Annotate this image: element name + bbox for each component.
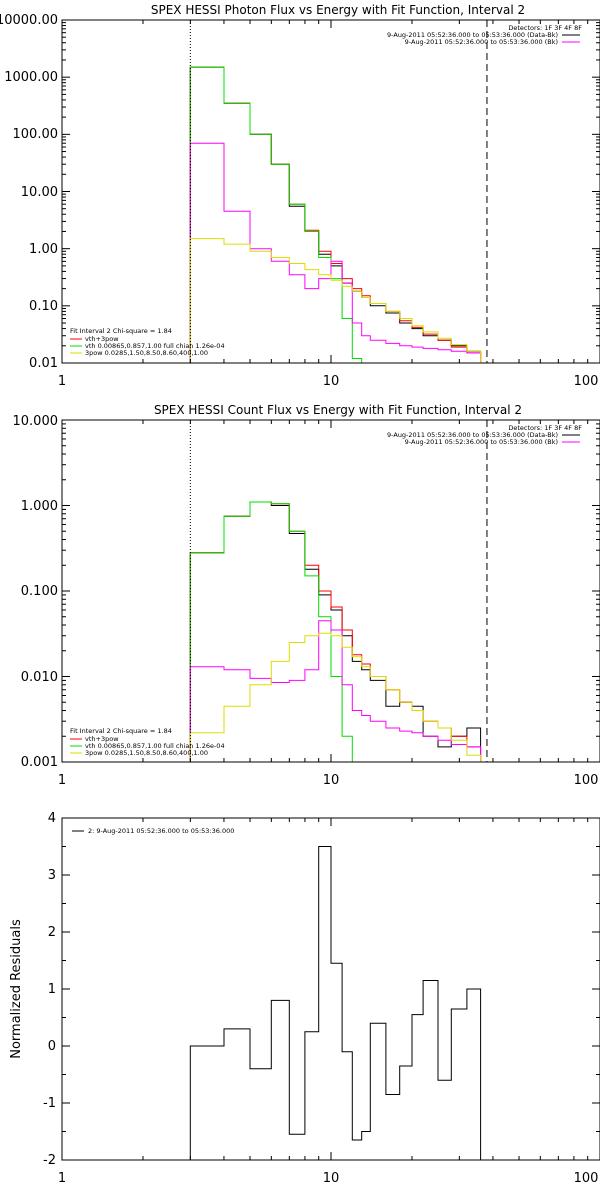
series-line-2 [189,501,481,762]
panel3-y-tick-label: 3 [48,868,56,883]
panel1-x-tick-labels: 1 10 100 [58,374,599,389]
series-line-0 [189,846,482,1160]
panel1-legend-bottom-left: Fit Interval 2 Chi-square = 1.84 vth+3po… [70,327,225,357]
panel3-y-ticks [62,817,600,1161]
panel1-x-tick-label: 1 [58,374,66,389]
legend-entry: 2: 9-Aug-2011 05:52:36.000 to 05:53:36.0… [88,827,234,835]
panel2-x-tick-label: 100 [574,773,599,788]
panel1-x-tick-label: 10 [323,374,340,389]
panel3-x-ticks [61,818,600,1160]
panel3-y-tick-label: 1 [48,982,56,997]
panel3-x-tick-label: 100 [574,1171,599,1186]
panel2-x-tick-labels: 1 10 100 [58,773,599,788]
legend-entry: vth+3pow [85,335,119,343]
panel1-x-ticks [61,20,600,363]
legend-entry: 9-Aug-2011 05:52:36.000 to 05:53:36.000 … [405,38,558,46]
panel1-title: SPEX HESSI Photon Flux vs Energy with Fi… [151,3,525,17]
panel2-series [189,501,482,762]
photon-flux-panel: SPEX HESSI Photon Flux vs Energy with Fi… [0,3,600,389]
legend-header: Detectors: 1F 3F 4F 8F [508,24,582,32]
panel3-legend: 2: 9-Aug-2011 05:52:36.000 to 05:53:36.0… [72,827,234,835]
panel2-x-ticks [61,420,600,762]
legend-entry: vth 0.00865,0.857,1.00 full chian 1.26e-… [85,342,225,350]
panel2-x-tick-label: 10 [323,773,340,788]
panel1-vlines [189,20,488,363]
panel2-vlines [189,420,488,762]
panel1-y-tick-label: 1.00 [29,242,58,257]
panel2-y-ticks [62,419,600,763]
panel2-legend-top-right: Detectors: 1F 3F 4F 8F 9-Aug-2011 05:52:… [387,424,582,446]
panel1-series [189,66,482,363]
panel2-y-tick-label: 1.000 [21,499,58,514]
panel3-x-tick-labels: 1 10 100 [58,1171,599,1186]
panel1-axes [61,19,600,364]
panel3-y-tick-label: 4 [48,811,56,826]
panel1-legend-top-right: Detectors: 1F 3F 4F 8F 9-Aug-2011 05:52:… [387,24,582,46]
series-line-4 [189,632,482,762]
series-line-3 [189,620,482,762]
panel1-y-tick-label: 10.00 [21,185,58,200]
series-line-1 [189,66,482,363]
panel1-y-ticks [62,19,600,364]
panel2-x-tick-label: 1 [58,773,66,788]
panel2-y-tick-label: 0.010 [21,670,58,685]
panel3-y-tick-label: -2 [43,1153,56,1168]
legend-header: Detectors: 1F 3F 4F 8F [508,424,582,432]
legend-entry: 3pow 0.0285,1.50,8.50,8.60,400,1.00 [85,749,208,757]
panel2-y-tick-label: 10.000 [13,414,59,429]
series-line-0 [189,501,482,762]
panel1-x-tick-label: 100 [574,374,599,389]
legend-entry: 9-Aug-2011 05:52:36.000 to 05:53:36.000 … [387,31,558,39]
legend-entry: vth 0.00865,0.857,1.00 full chian 1.26e-… [85,742,225,750]
panel3-y-axis-label: Normalized Residuals [9,919,24,1059]
panel2-legend-bottom-left: Fit Interval 2 Chi-square = 1.84 vth+3po… [70,727,225,757]
series-line-3 [189,142,482,363]
panel2-y-tick-labels: 0.001 0.010 0.100 1.000 10.000 [13,414,59,770]
panel1-y-tick-labels: 0.01 0.10 1.00 10.00 100.00 1000.00 1000… [0,13,58,371]
legend-header: Fit Interval 2 Chi-square = 1.84 [70,327,172,335]
panel2-title: SPEX HESSI Count Flux vs Energy with Fit… [154,403,522,417]
series-line-1 [189,501,482,762]
series-line-0 [189,66,482,363]
panel2-y-tick-label: 0.100 [21,584,58,599]
legend-entry: 3pow 0.0285,1.50,8.50,8.60,400,1.00 [85,349,208,357]
legend-header: Fit Interval 2 Chi-square = 1.84 [70,727,172,735]
legend-entry: 9-Aug-2011 05:52:36.000 to 05:53:36.000 … [387,431,558,439]
count-flux-panel: SPEX HESSI Count Flux vs Energy with Fit… [13,403,600,788]
panel3-series [189,846,482,1160]
panel1-y-tick-label: 1000.00 [4,70,58,85]
panel1-y-tick-label: 0.10 [29,299,58,314]
panel3-y-tick-label: 0 [48,1039,56,1054]
legend-entry: 9-Aug-2011 05:52:36.000 to 05:53:36.000 … [405,438,558,446]
panel1-y-tick-label: 10000.00 [0,13,58,28]
panel2-y-tick-label: 0.001 [21,755,58,770]
panel3-x-tick-label: 10 [323,1171,340,1186]
panel3-y-tick-label: 2 [48,925,56,940]
panel3-x-tick-label: 1 [58,1171,66,1186]
panel1-y-tick-label: 100.00 [13,127,59,142]
residuals-panel: 1 10 100 -2 -1 0 1 2 3 4 Normalized Resi… [9,811,600,1186]
panel3-y-tick-labels: -2 -1 0 1 2 3 4 [43,811,56,1168]
series-line-4 [189,238,482,363]
panel3-y-tick-label: -1 [43,1096,56,1111]
series-line-2 [189,66,481,363]
panel1-y-tick-label: 0.01 [29,356,58,371]
legend-entry: vth+3pow [85,735,119,743]
